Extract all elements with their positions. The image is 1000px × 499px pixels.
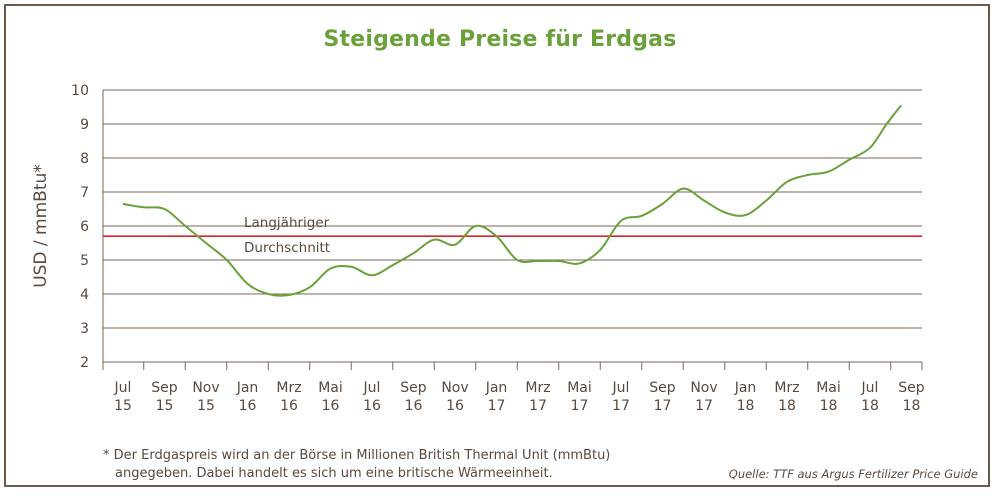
x-tick-label-month: Mai [318, 380, 343, 396]
chart-title: Steigende Preise für Erdgas [323, 27, 677, 52]
y-axis-title: USD / mmBtu* [31, 164, 51, 288]
reference-label-line-1: Langjähriger [244, 215, 330, 231]
y-tick-label: 6 [80, 219, 89, 235]
x-tick-label-month: Nov [690, 380, 717, 396]
source-note: Quelle: TTF aus Argus Fertilizer Price G… [728, 467, 978, 481]
y-tick-label: 10 [71, 83, 89, 99]
x-tick-label-month: Jul [861, 380, 879, 396]
x-tick-label-year: 18 [861, 398, 879, 414]
x-tick-label-month: Mrz [525, 380, 550, 396]
x-tick-label-month: Mai [567, 380, 592, 396]
x-tick-label-year: 16 [363, 398, 381, 414]
x-tick-label-year: 17 [612, 398, 630, 414]
x-tick-label-year: 17 [488, 398, 506, 414]
x-tick-label-month: Nov [441, 380, 468, 396]
x-tick-label-month: Jul [612, 380, 630, 396]
x-tick-label-month: Jan [236, 380, 259, 396]
y-tick-label: 9 [80, 117, 89, 133]
x-tick-label-year: 15 [114, 398, 132, 414]
x-tick-label-month: Jan [734, 380, 757, 396]
y-tick-label: 2 [80, 355, 89, 371]
x-tick-label-year: 16 [446, 398, 464, 414]
x-tick-label-year: 15 [156, 398, 174, 414]
x-tick-label-year: 15 [197, 398, 215, 414]
x-tick-label-year: 18 [737, 398, 755, 414]
x-tick-label-year: 18 [778, 398, 796, 414]
x-tick-label-month: Sep [898, 380, 925, 396]
x-tick-label-year: 16 [322, 398, 340, 414]
footnote: * Der Erdgaspreis wird an der Börse in M… [103, 447, 663, 483]
x-tick-label-month: Nov [192, 380, 219, 396]
x-tick-label-year: 17 [695, 398, 713, 414]
y-tick-label: 7 [80, 185, 89, 201]
footnote-line-1: * Der Erdgaspreis wird an der Börse in M… [103, 448, 611, 463]
footnote-line-2: angegeben. Dabei handelt es sich um eine… [115, 466, 553, 481]
y-tick-label: 5 [80, 253, 89, 269]
x-tick-label-month: Sep [400, 380, 427, 396]
x-tick-label-year: 18 [903, 398, 921, 414]
x-tick-label-month: Jul [363, 380, 381, 396]
chart-frame [4, 4, 990, 487]
x-tick-label-month: Mrz [276, 380, 301, 396]
x-tick-label-year: 17 [571, 398, 589, 414]
x-tick-label-month: Jan [485, 380, 508, 396]
x-tick-label-year: 18 [820, 398, 838, 414]
x-tick-label-year: 17 [654, 398, 672, 414]
y-tick-label: 4 [80, 287, 89, 303]
y-tick-label: 3 [80, 321, 89, 337]
x-tick-label-year: 16 [280, 398, 298, 414]
x-tick-label-month: Mrz [774, 380, 799, 396]
x-tick-label-year: 16 [405, 398, 423, 414]
x-tick-label-year: 16 [239, 398, 257, 414]
x-tick-label-month: Mai [816, 380, 841, 396]
gas-price-line [122, 104, 902, 297]
x-tick-label-month: Jul [114, 380, 132, 396]
reference-label-line-2: Durchschnitt [244, 240, 330, 256]
x-tick-label-year: 17 [529, 398, 547, 414]
y-tick-label: 8 [80, 151, 89, 167]
x-tick-label-month: Sep [649, 380, 676, 396]
x-tick-label-month: Sep [151, 380, 178, 396]
